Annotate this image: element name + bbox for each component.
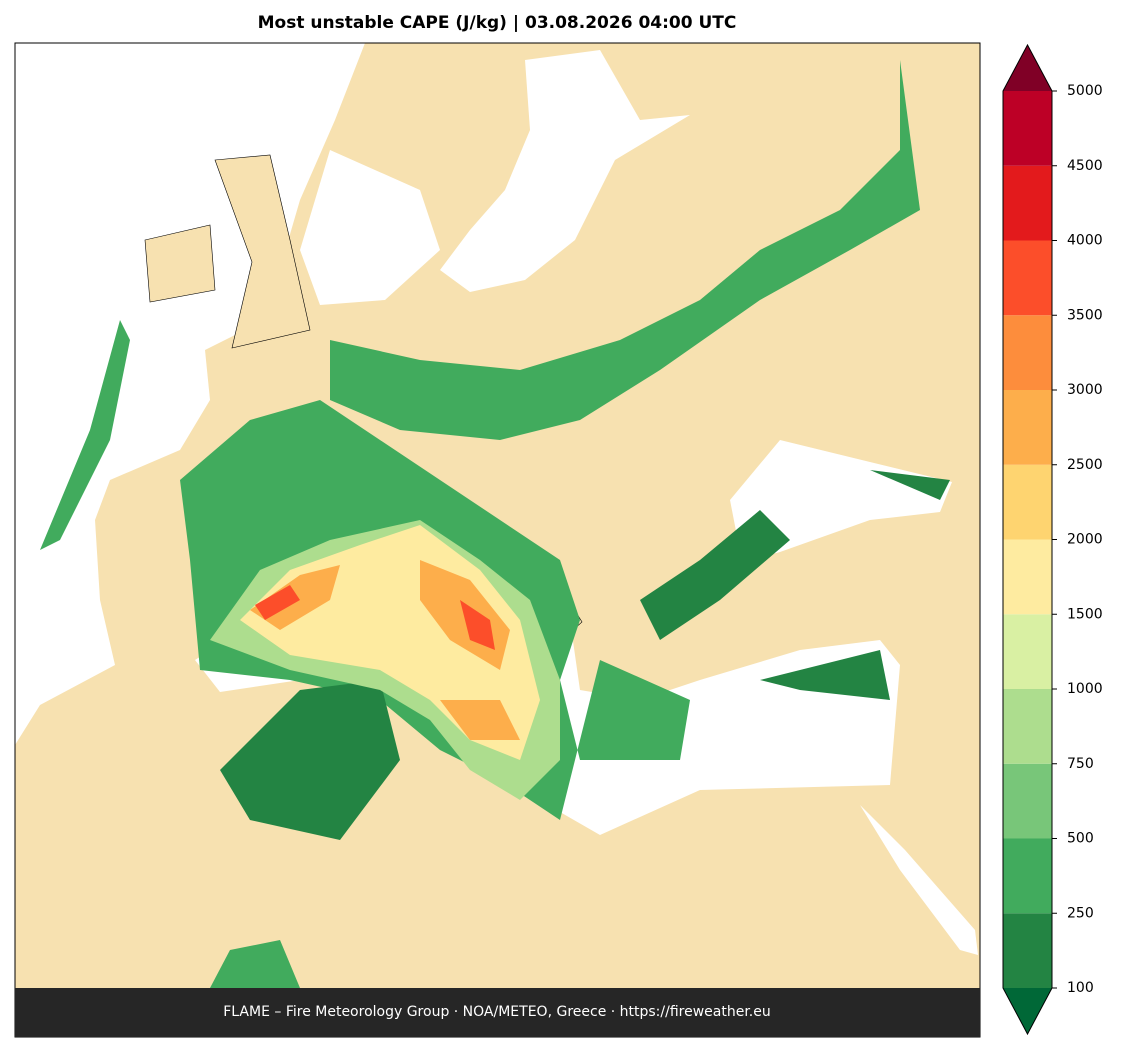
baltic-sea [440, 50, 690, 292]
map-title: Most unstable CAPE (J/kg) | 03.08.2026 0… [258, 13, 737, 33]
colorbar-segment [1003, 913, 1052, 988]
colorbar-tick-label: 250 [1067, 905, 1094, 921]
colorbar-segment [1003, 838, 1052, 914]
cape-field [330, 60, 920, 440]
colorbar-tick-label: 2000 [1067, 532, 1103, 548]
footer-text: FLAME – Fire Meteorology Group · NOA/MET… [223, 1004, 771, 1020]
cape-field [250, 560, 520, 740]
great-britain [214, 154, 311, 349]
colorbar-tick-label: 100 [1067, 980, 1094, 996]
colorbar-segment [1003, 165, 1052, 241]
red-sea [860, 805, 978, 955]
colorbar-tick-label: 750 [1067, 756, 1094, 772]
cape-field [210, 940, 300, 988]
colorbar-tick-label: 5000 [1067, 83, 1103, 99]
colorbar-segment [1003, 464, 1052, 540]
colorbar-segment [1003, 240, 1052, 316]
colorbar-tick-label: 1500 [1067, 606, 1103, 622]
north-sea [300, 150, 440, 305]
cape-field [220, 680, 400, 840]
colorbar-segment [1003, 390, 1052, 465]
colorbar-segment [1003, 689, 1052, 764]
colorbar-tick-label: 2500 [1067, 457, 1103, 473]
map [14, 42, 981, 1038]
colorbar-tick-label: 4000 [1067, 233, 1103, 249]
colorbar: 100 250 500 750 1000 1500 2000 2500 3000 3500 4000… [1002, 43, 1103, 1036]
colorbar-segment [1003, 315, 1052, 390]
colorbar-tick-label: 1000 [1067, 681, 1103, 697]
colorbar-segment [1003, 763, 1052, 839]
ireland [144, 224, 216, 303]
cape-field [40, 320, 130, 550]
footer-band [15, 988, 980, 1037]
colorbar-under [1003, 988, 1052, 1034]
colorbar-tick-label: 500 [1067, 831, 1094, 847]
cape-field [640, 470, 950, 700]
colorbar-segment [1003, 91, 1052, 166]
colorbar-tick-label: 4500 [1067, 158, 1103, 174]
colorbar-tick-label: 3500 [1067, 307, 1103, 323]
black-sea [730, 440, 952, 562]
colorbar-over [1003, 45, 1052, 91]
colorbar-segment [1003, 539, 1052, 615]
cape-field [255, 585, 495, 650]
colorbar-tick-label: 3000 [1067, 382, 1103, 398]
colorbar-segment [1003, 614, 1052, 689]
